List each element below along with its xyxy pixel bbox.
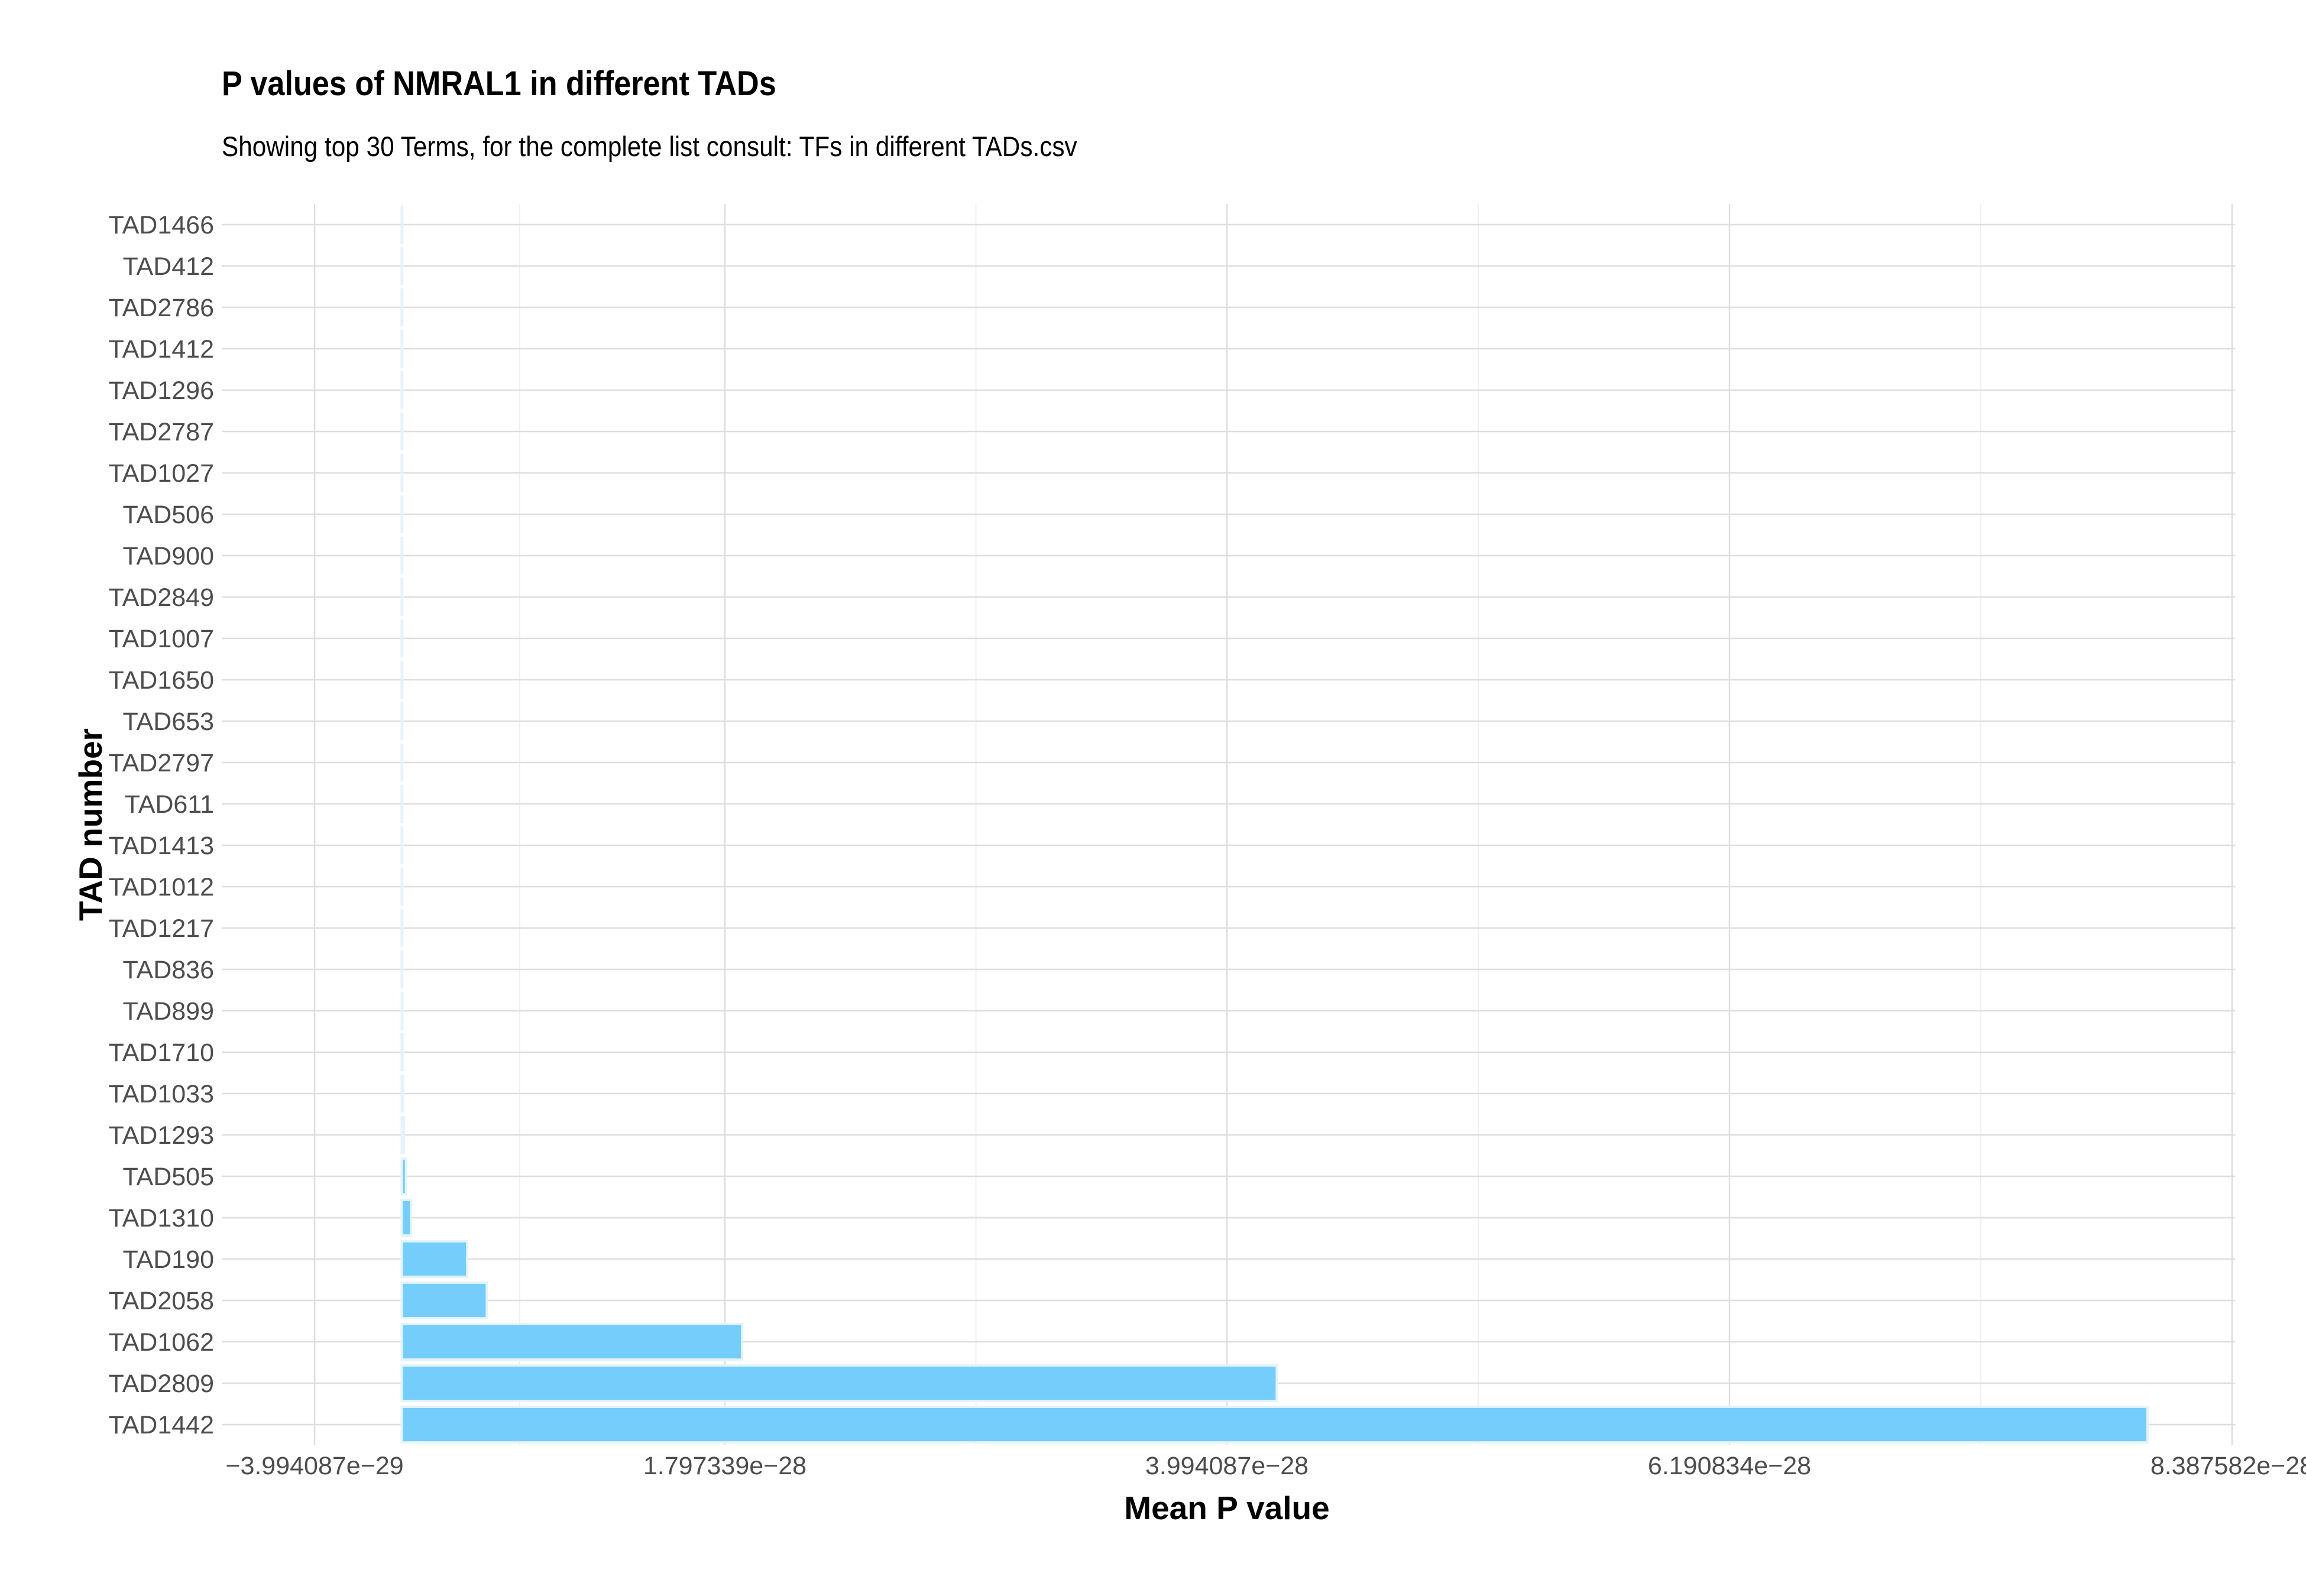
x-tick-label: −3.994087e−29	[225, 1452, 403, 1480]
y-tick-label: TAD2809	[109, 1370, 214, 1398]
y-tick-label: TAD1710	[109, 1039, 214, 1067]
y-tick-label: TAD899	[122, 997, 214, 1026]
bar	[400, 991, 404, 1030]
bar	[400, 1322, 744, 1361]
bar	[400, 1405, 2149, 1444]
y-tick-label: TAD2786	[109, 294, 214, 322]
grid-layer	[222, 204, 2235, 1445]
y-tick-label: TAD836	[122, 956, 214, 984]
bar	[400, 288, 404, 327]
y-tick-labels: TAD1466 TAD412 TAD2786 TAD1412 TAD1296 TAD278…	[109, 211, 214, 1439]
chart-title: P values of NMRAL1 in different TADs	[222, 64, 776, 103]
bar	[400, 371, 404, 410]
bar	[400, 329, 404, 368]
bar	[400, 495, 404, 534]
bar	[400, 412, 404, 451]
y-tick-label: TAD2787	[109, 418, 214, 446]
bar	[400, 1115, 406, 1154]
bar	[400, 246, 404, 286]
y-tick-label: TAD653	[122, 708, 214, 736]
y-tick-label: TAD1296	[109, 377, 214, 405]
y-tick-label: TAD506	[122, 501, 214, 529]
bar	[400, 205, 404, 244]
bar	[400, 909, 404, 948]
y-tick-label: TAD1310	[109, 1204, 214, 1232]
y-tick-label: TAD1007	[109, 625, 214, 653]
bar	[400, 578, 404, 617]
bar	[400, 1364, 1278, 1403]
bar	[400, 826, 404, 865]
y-tick-label: TAD1650	[109, 666, 214, 695]
y-tick-label: TAD1012	[109, 873, 214, 901]
bars-layer	[400, 205, 2149, 1444]
y-tick-label: TAD412	[122, 252, 214, 281]
bar	[400, 536, 404, 575]
bar	[400, 1157, 407, 1196]
bar	[400, 950, 404, 989]
bar	[400, 1281, 488, 1320]
x-tick-label: 6.190834e−28	[1648, 1452, 1811, 1480]
y-tick-label: TAD505	[122, 1163, 214, 1191]
y-tick-label: TAD2058	[109, 1287, 214, 1315]
bar	[400, 660, 404, 699]
bar	[400, 743, 404, 782]
bar	[400, 619, 404, 658]
y-tick-label: TAD2797	[109, 749, 214, 777]
y-tick-label: TAD1413	[109, 832, 214, 860]
x-tick-label: 8.387582e−28	[2150, 1452, 2306, 1480]
bar	[400, 867, 404, 906]
y-tick-label: TAD1027	[109, 459, 214, 488]
y-tick-label: TAD611	[125, 790, 214, 819]
bar	[400, 453, 404, 492]
bar	[400, 784, 404, 823]
y-tick-label: TAD1466	[109, 211, 214, 239]
y-tick-label: TAD900	[122, 542, 214, 570]
y-tick-label: TAD2849	[109, 583, 214, 612]
y-tick-label: TAD1033	[109, 1080, 214, 1108]
chart-subtitle: Showing top 30 Terms, for the complete l…	[222, 131, 1077, 162]
bar	[400, 1198, 413, 1237]
y-tick-label: TAD1442	[109, 1411, 214, 1439]
bar	[400, 1033, 404, 1072]
y-axis-title: TAD number	[72, 728, 109, 921]
y-tick-label: TAD190	[122, 1245, 214, 1274]
y-tick-label: TAD1412	[109, 335, 214, 364]
x-axis-title: Mean P value	[1124, 1490, 1329, 1526]
y-tick-label: TAD1217	[109, 914, 214, 943]
bar	[400, 1240, 469, 1279]
y-tick-label: TAD1062	[109, 1328, 214, 1357]
x-tick-label: 3.994087e−28	[1145, 1452, 1309, 1480]
x-tick-labels: −3.994087e−29 1.797339e−28 3.994087e−28 6.1…	[225, 1452, 2306, 1480]
x-tick-label: 1.797339e−28	[643, 1452, 807, 1480]
bar	[400, 1074, 404, 1113]
y-tick-label: TAD1293	[109, 1121, 214, 1150]
bar	[400, 702, 404, 741]
